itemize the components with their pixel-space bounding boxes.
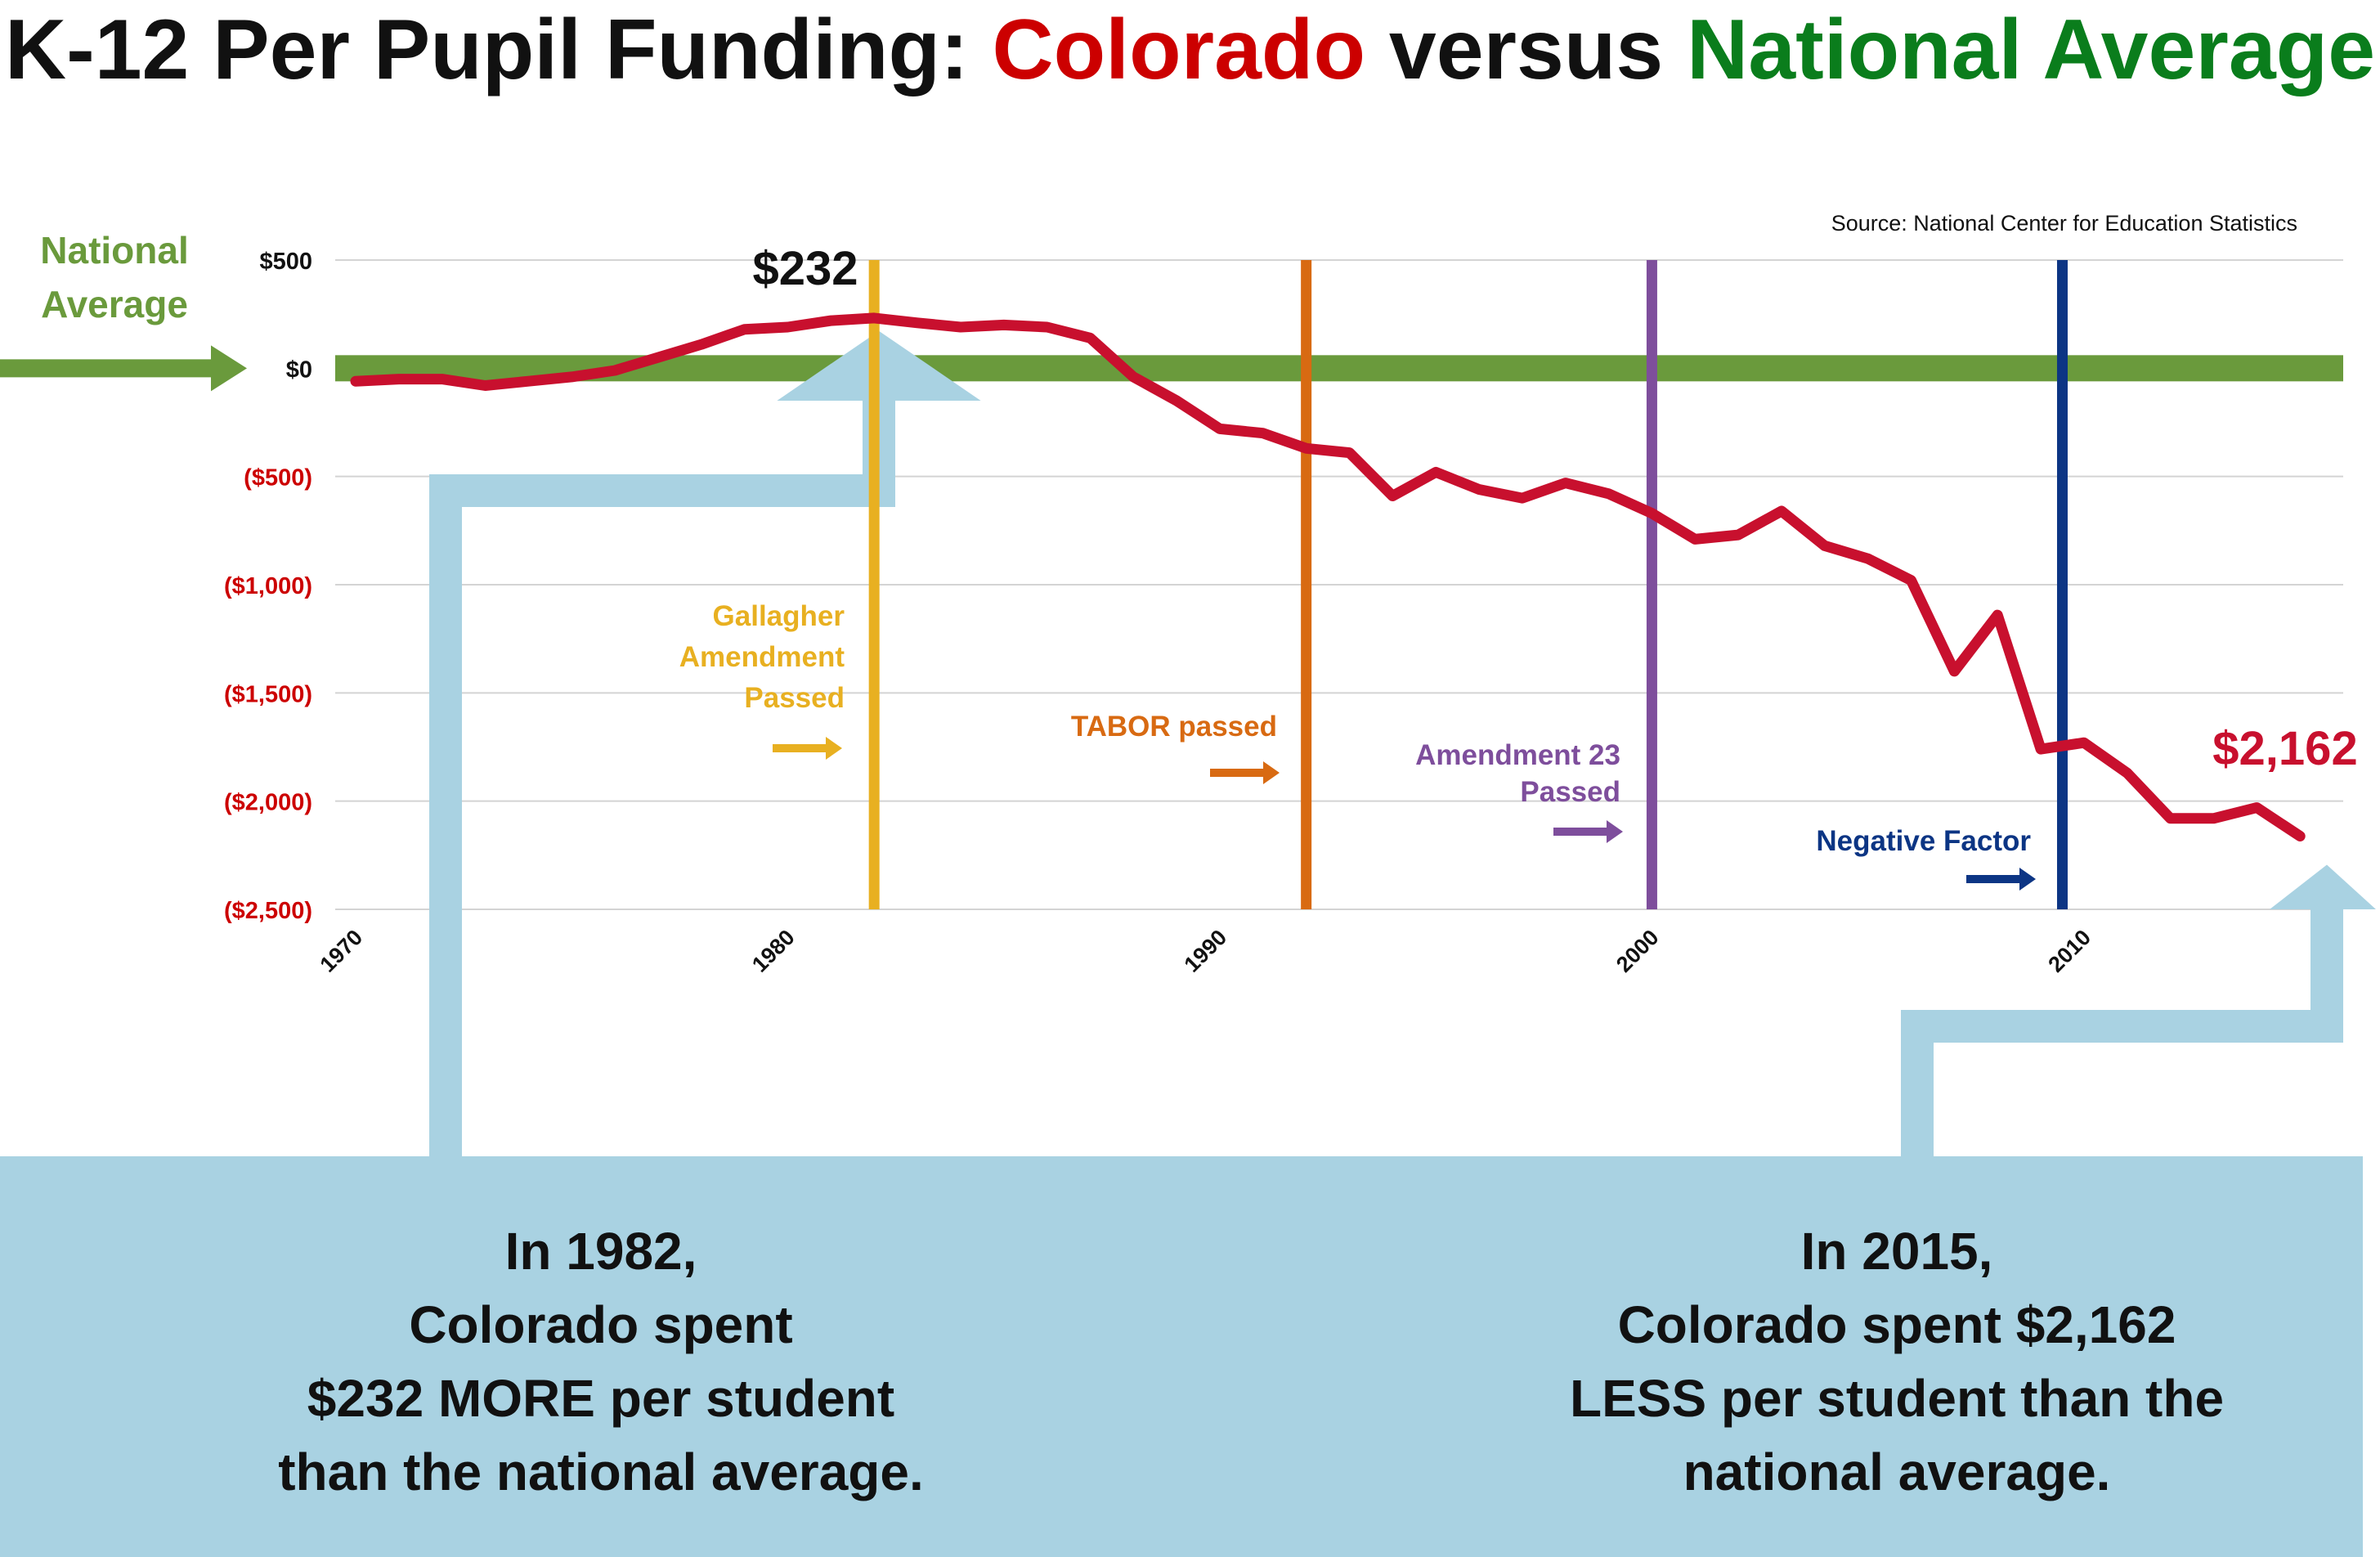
arrow-right-icon — [1966, 868, 2036, 891]
event-label: Amendment — [679, 641, 845, 673]
callout-right-line: LESS per student than the — [1569, 1369, 2225, 1428]
arrow-right-icon — [1210, 761, 1280, 784]
callout-left-line: than the national average. — [278, 1443, 924, 1501]
arrow-right-icon — [1553, 820, 1623, 843]
event-label: TABOR passed — [1071, 711, 1277, 743]
x-tick-label: 1970 — [316, 925, 368, 977]
national-average-label: Average — [41, 283, 188, 325]
callout-right-line: In 2015, — [1800, 1222, 1993, 1281]
y-tick-label: ($2,500) — [224, 898, 312, 924]
x-tick-label: 2000 — [1611, 925, 1664, 977]
callout-left-line: In 1982, — [504, 1222, 697, 1281]
callout-arrow-right — [1901, 908, 2343, 1156]
callout-left-line: Colorado spent — [409, 1295, 793, 1354]
peak-value-label: $232 — [752, 242, 858, 295]
y-tick-label: ($2,000) — [224, 790, 312, 816]
arrow-right-icon — [773, 737, 842, 760]
callout-right-line: Colorado spent $2,162 — [1617, 1295, 2176, 1354]
callout-box — [0, 1156, 2363, 1557]
callout-arrow-left — [429, 330, 981, 1156]
callout-left-line: $232 MORE per student — [307, 1369, 895, 1428]
y-tick-label: $500 — [259, 249, 312, 275]
event-label: Passed — [744, 682, 845, 714]
colorado-line — [350, 312, 2306, 841]
x-tick-label: 1980 — [747, 925, 800, 977]
x-tick-label: 2010 — [2043, 925, 2095, 977]
event-label: Amendment 23 — [1415, 739, 1620, 771]
y-tick-label: ($1,000) — [224, 573, 312, 599]
callout-right: In 2015, Colorado spent $2,162 LESS per … — [1386, 1214, 2380, 1509]
title-part-1: K-12 Per Pupil Funding: — [4, 2, 993, 97]
national-average-band — [335, 355, 2343, 382]
national-average-label: National — [40, 229, 188, 271]
page-title: K-12 Per Pupil Funding: Colorado versus … — [0, 0, 2380, 106]
national-average-arrow-icon — [0, 345, 247, 392]
event-label: Gallagher — [713, 600, 845, 632]
title-part-national: National Average — [1687, 2, 2376, 97]
callout-right-line: national average. — [1683, 1443, 2111, 1501]
arrow-up-icon — [2270, 864, 2376, 909]
title-part-3: versus — [1365, 2, 1688, 97]
y-tick-label: ($500) — [244, 465, 312, 491]
title-part-colorado: Colorado — [992, 2, 1365, 97]
event-label: Negative Factor — [1816, 825, 2031, 857]
callout-left: In 1982, Colorado spent $232 MORE per st… — [90, 1214, 1112, 1509]
event-label: Passed — [1520, 776, 1620, 808]
x-tick-label: 1990 — [1180, 925, 1232, 977]
end-value-label: $2,162 — [2212, 722, 2357, 775]
y-tick-label: $0 — [286, 357, 312, 383]
y-tick-label: ($1,500) — [224, 681, 312, 707]
source-text: Source: National Center for Education St… — [1831, 211, 2297, 236]
